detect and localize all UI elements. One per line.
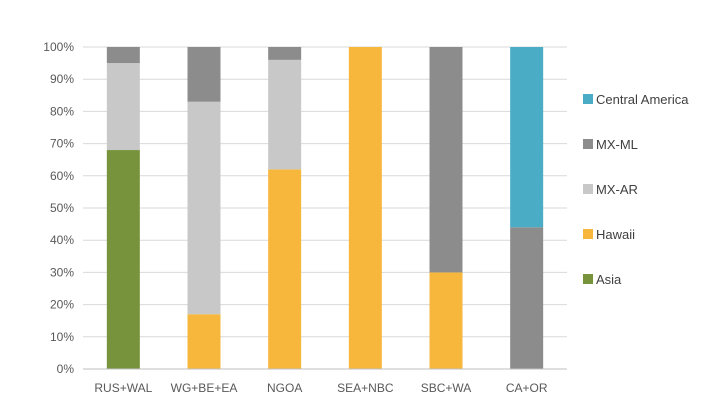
x-tick-label: SBC+WA (421, 381, 472, 395)
bar-segment-central-america (510, 47, 544, 228)
y-tick-label: 0% (57, 362, 75, 376)
legend-label: Central America (596, 92, 689, 107)
bar-segment-asia (106, 150, 140, 369)
bar-segment-hawaii (429, 272, 463, 369)
x-tick-label: WG+BE+EA (171, 381, 238, 395)
legend-swatch (583, 274, 593, 284)
y-axis-ticks: 0% 10% 20% 30% 40% 50% 60% 70% 80% 90% 100% (43, 40, 74, 376)
x-tick-label: NGOA (267, 381, 302, 395)
y-tick-label: 40% (50, 233, 74, 247)
legend: Central America MX-ML MX-AR Hawaii Asia (583, 92, 689, 287)
bar-segment-hawaii (268, 169, 302, 369)
x-tick-label: RUS+WAL (94, 381, 152, 395)
y-tick-label: 80% (50, 104, 74, 118)
bar-segment-mx-ml (268, 47, 302, 60)
x-tick-label: SEA+NBC (337, 381, 394, 395)
y-tick-label: 50% (50, 201, 74, 215)
legend-item: Asia (583, 272, 622, 287)
x-tick-label: CA+OR (506, 381, 548, 395)
y-tick-label: 20% (50, 298, 74, 312)
legend-swatch (583, 139, 593, 149)
y-tick-label: 30% (50, 265, 74, 279)
bar-segment-mx-ml (187, 47, 221, 102)
legend-label: MX-ML (596, 137, 638, 152)
legend-item: Hawaii (583, 227, 635, 242)
bar-segment-mx-ml (429, 47, 463, 273)
bar-segment-mx-ar (106, 63, 140, 151)
bar-segment-mx-ml (510, 227, 544, 369)
y-tick-label: 60% (50, 169, 74, 183)
bar-segment-hawaii (348, 47, 382, 369)
legend-label: MX-AR (596, 182, 638, 197)
y-tick-label: 70% (50, 137, 74, 151)
bars (106, 47, 544, 369)
y-tick-label: 100% (43, 40, 74, 54)
gridlines (83, 46, 567, 338)
legend-swatch (583, 229, 593, 239)
legend-item: Central America (583, 92, 689, 107)
bar-segment-mx-ar (187, 101, 221, 315)
legend-item: MX-AR (583, 182, 638, 197)
legend-swatch (583, 184, 593, 194)
y-tick-label: 90% (50, 72, 74, 86)
y-tick-label: 10% (50, 330, 74, 344)
bar-segment-mx-ml (106, 47, 140, 64)
legend-label: Hawaii (596, 227, 635, 242)
legend-item: MX-ML (583, 137, 638, 152)
legend-label: Asia (596, 272, 622, 287)
legend-swatch (583, 94, 593, 104)
bar-segment-hawaii (187, 314, 221, 369)
bar-segment-mx-ar (268, 59, 302, 170)
x-axis-ticks: RUS+WAL WG+BE+EA NGOA SEA+NBC SBC+WA CA+OR (94, 381, 547, 395)
